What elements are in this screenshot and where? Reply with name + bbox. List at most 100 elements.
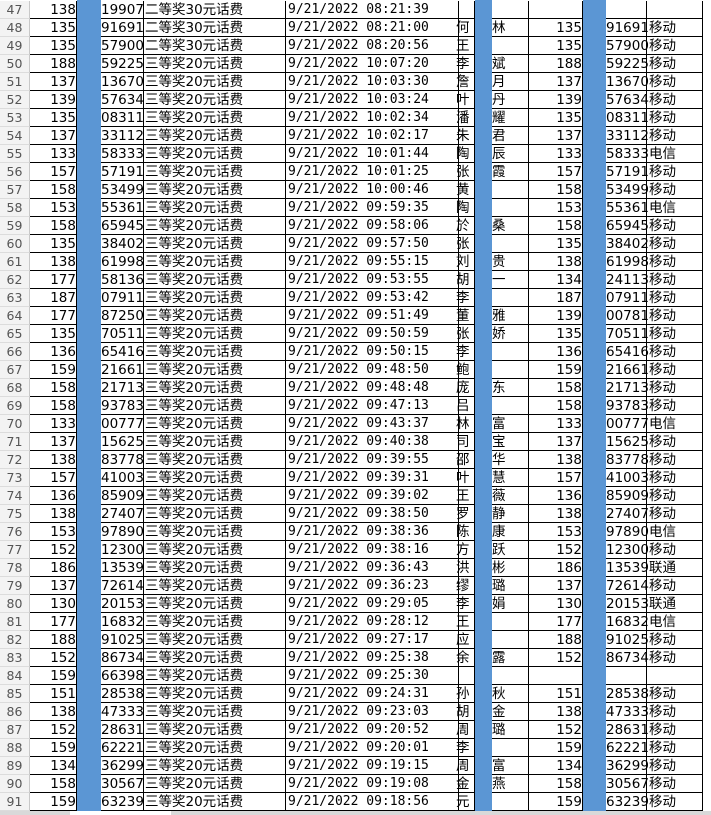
phone-suffix-cell-2[interactable]: 53499 bbox=[606, 181, 649, 199]
row-header[interactable]: 61 bbox=[0, 253, 30, 271]
phone-suffix-cell-2[interactable]: 13670 bbox=[606, 73, 649, 91]
phone-suffix-cell[interactable]: 36299 bbox=[101, 757, 144, 775]
phone-prefix-cell[interactable]: 158 bbox=[30, 217, 77, 235]
phone-suffix-cell[interactable]: 16832 bbox=[101, 613, 144, 631]
prize-cell[interactable]: 三等奖20元话费 bbox=[144, 541, 286, 559]
surname-cell[interactable]: 叶 bbox=[456, 469, 475, 487]
given-name-cell[interactable]: 富 bbox=[492, 757, 529, 775]
phone-prefix-cell[interactable]: 152 bbox=[30, 541, 77, 559]
phone-prefix-cell[interactable]: 130 bbox=[30, 595, 77, 613]
prize-cell[interactable]: 三等奖20元话费 bbox=[144, 199, 286, 217]
phone-suffix-cell-2[interactable]: 28538 bbox=[606, 685, 649, 703]
phone-suffix-cell-2[interactable]: 70511 bbox=[606, 325, 649, 343]
phone-suffix-cell-2[interactable]: 65416 bbox=[606, 343, 649, 361]
phone-prefix-cell-2[interactable]: 139 bbox=[529, 307, 583, 325]
surname-cell[interactable]: 胡 bbox=[456, 271, 475, 289]
phone-prefix-cell[interactable]: 186 bbox=[30, 559, 77, 577]
datetime-cell[interactable]: 9/21/2022 10:03:30 bbox=[285, 73, 459, 91]
phone-prefix-cell-2[interactable]: 159 bbox=[529, 793, 583, 811]
phone-suffix-cell[interactable]: 85909 bbox=[101, 487, 144, 505]
row-header[interactable]: 50 bbox=[0, 55, 30, 73]
phone-suffix-cell-2[interactable]: 86734 bbox=[606, 649, 649, 667]
row-header[interactable]: 62 bbox=[0, 271, 30, 289]
carrier-cell[interactable]: 移动 bbox=[647, 127, 703, 145]
surname-cell[interactable]: 金 bbox=[456, 775, 475, 793]
carrier-cell[interactable]: 电信 bbox=[647, 523, 703, 541]
phone-prefix-cell-2[interactable]: 137 bbox=[529, 127, 583, 145]
phone-suffix-cell[interactable]: 07911 bbox=[101, 289, 144, 307]
phone-suffix-cell[interactable]: 13539 bbox=[101, 559, 144, 577]
row-header[interactable]: 47 bbox=[0, 1, 30, 19]
phone-suffix-cell-2[interactable]: 93783 bbox=[606, 397, 649, 415]
given-name-cell[interactable] bbox=[492, 793, 529, 811]
carrier-cell[interactable]: 移动 bbox=[647, 181, 703, 199]
carrier-cell[interactable]: 移动 bbox=[647, 541, 703, 559]
given-name-cell[interactable]: 一 bbox=[492, 271, 529, 289]
phone-prefix-cell-2[interactable]: 152 bbox=[529, 721, 583, 739]
phone-suffix-cell[interactable]: 57191 bbox=[101, 163, 144, 181]
surname-cell[interactable]: 吕 bbox=[456, 397, 475, 415]
datetime-cell[interactable]: 9/21/2022 10:01:25 bbox=[285, 163, 459, 181]
datetime-cell[interactable]: 9/21/2022 09:55:15 bbox=[285, 253, 459, 271]
row-header[interactable]: 77 bbox=[0, 541, 30, 559]
surname-cell[interactable]: 王 bbox=[456, 487, 475, 505]
surname-cell[interactable]: 张 bbox=[456, 235, 475, 253]
phone-prefix-cell[interactable]: 134 bbox=[30, 757, 77, 775]
phone-prefix-cell-2[interactable] bbox=[529, 1, 583, 19]
row-header[interactable]: 63 bbox=[0, 289, 30, 307]
phone-prefix-cell[interactable]: 177 bbox=[30, 613, 77, 631]
row-header[interactable]: 68 bbox=[0, 379, 30, 397]
row-header[interactable]: 67 bbox=[0, 361, 30, 379]
given-name-cell[interactable]: 辰 bbox=[492, 145, 529, 163]
phone-prefix-cell[interactable]: 153 bbox=[30, 523, 77, 541]
row-header[interactable]: 64 bbox=[0, 307, 30, 325]
scrollbar-thumb[interactable] bbox=[70, 811, 171, 815]
phone-prefix-cell[interactable]: 158 bbox=[30, 379, 77, 397]
prize-cell[interactable]: 三等奖20元话费 bbox=[144, 235, 286, 253]
datetime-cell[interactable]: 9/21/2022 09:24:31 bbox=[285, 685, 459, 703]
phone-prefix-cell[interactable]: 136 bbox=[30, 343, 77, 361]
phone-prefix-cell[interactable]: 137 bbox=[30, 433, 77, 451]
datetime-cell[interactable]: 9/21/2022 08:21:39 bbox=[285, 1, 459, 19]
datetime-cell[interactable]: 9/21/2022 09:36:23 bbox=[285, 577, 459, 595]
given-name-cell[interactable] bbox=[492, 37, 529, 55]
surname-cell[interactable]: 陈 bbox=[456, 523, 475, 541]
datetime-cell[interactable]: 9/21/2022 09:19:15 bbox=[285, 757, 459, 775]
phone-suffix-cell-2[interactable]: 59225 bbox=[606, 55, 649, 73]
given-name-cell[interactable]: 跃 bbox=[492, 541, 529, 559]
carrier-cell[interactable]: 移动 bbox=[647, 685, 703, 703]
phone-suffix-cell-2[interactable]: 97890 bbox=[606, 523, 649, 541]
phone-suffix-cell[interactable]: 33112 bbox=[101, 127, 144, 145]
phone-prefix-cell-2[interactable]: 133 bbox=[529, 415, 583, 433]
carrier-cell[interactable]: 移动 bbox=[647, 325, 703, 343]
surname-cell[interactable]: 洪 bbox=[456, 559, 475, 577]
carrier-cell[interactable]: 移动 bbox=[647, 505, 703, 523]
given-name-cell[interactable]: 秋 bbox=[492, 685, 529, 703]
carrier-cell[interactable]: 电信 bbox=[647, 613, 703, 631]
carrier-cell[interactable]: 移动 bbox=[647, 361, 703, 379]
row-header[interactable]: 70 bbox=[0, 415, 30, 433]
carrier-cell[interactable]: 移动 bbox=[647, 235, 703, 253]
carrier-cell[interactable]: 移动 bbox=[647, 739, 703, 757]
phone-suffix-cell[interactable]: 12300 bbox=[101, 541, 144, 559]
prize-cell[interactable]: 三等奖20元话费 bbox=[144, 91, 286, 109]
datetime-cell[interactable]: 9/21/2022 10:02:17 bbox=[285, 127, 459, 145]
phone-prefix-cell-2[interactable]: 153 bbox=[529, 523, 583, 541]
phone-prefix-cell[interactable]: 151 bbox=[30, 685, 77, 703]
phone-prefix-cell-2[interactable]: 151 bbox=[529, 685, 583, 703]
surname-cell[interactable]: 余 bbox=[456, 649, 475, 667]
given-name-cell[interactable]: 燕 bbox=[492, 775, 529, 793]
datetime-cell[interactable]: 9/21/2022 09:48:48 bbox=[285, 379, 459, 397]
prize-cell[interactable]: 三等奖20元话费 bbox=[144, 73, 286, 91]
row-header[interactable]: 88 bbox=[0, 739, 30, 757]
phone-suffix-cell[interactable]: 65416 bbox=[101, 343, 144, 361]
phone-prefix-cell[interactable]: 177 bbox=[30, 271, 77, 289]
prize-cell[interactable]: 二等奖30元话费 bbox=[144, 1, 286, 19]
given-name-cell[interactable]: 月 bbox=[492, 73, 529, 91]
phone-suffix-cell-2[interactable]: 24113 bbox=[606, 271, 649, 289]
given-name-cell[interactable] bbox=[492, 181, 529, 199]
datetime-cell[interactable]: 9/21/2022 09:53:55 bbox=[285, 271, 459, 289]
datetime-cell[interactable]: 9/21/2022 09:38:36 bbox=[285, 523, 459, 541]
phone-prefix-cell[interactable]: 138 bbox=[30, 703, 77, 721]
prize-cell[interactable]: 三等奖20元话费 bbox=[144, 667, 286, 685]
